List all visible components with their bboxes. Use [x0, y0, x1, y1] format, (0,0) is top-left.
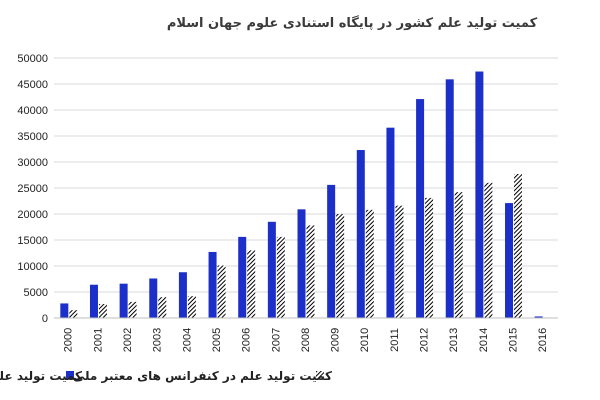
chart-title: کمیت تولید علم کشور در پایگاه استنادی عل… [167, 15, 538, 31]
y-tick-label: 40000 [17, 105, 48, 117]
x-tick-label: 2006 [241, 328, 253, 352]
bar-conferences [395, 205, 404, 318]
bar-journals [297, 209, 306, 318]
bar-journals [178, 272, 187, 318]
bar-conferences [128, 301, 137, 318]
bar-journals [475, 71, 484, 319]
legend: کمیت تولید علم در معتبرترین مجلات ملیکمی… [0, 369, 332, 384]
y-tick-label: 50000 [17, 53, 48, 65]
legend-label-journals: کمیت تولید علم در معتبرترین مجلات ملی [0, 369, 82, 384]
x-tick-label: 2001 [92, 328, 104, 352]
bar-conferences [187, 296, 196, 318]
y-tick-label: 30000 [17, 157, 48, 169]
legend-swatch-conferences [316, 371, 324, 379]
bar-journals [386, 127, 395, 319]
bar-journals [267, 221, 276, 318]
bar-conferences [336, 214, 345, 318]
x-tick-label: 2010 [359, 328, 371, 352]
y-tick-label: 15000 [17, 235, 48, 247]
x-tick-label: 2012 [418, 328, 430, 352]
bar-conferences [425, 197, 434, 318]
bar-conferences [484, 182, 493, 318]
x-tick-label: 2011 [389, 328, 401, 352]
bar-journals [356, 150, 365, 318]
x-tick-label: 2009 [330, 328, 342, 352]
bar-conferences [306, 225, 315, 318]
x-tick-label: 2008 [300, 328, 312, 352]
bar-conferences [98, 303, 107, 318]
x-tick-label: 2007 [270, 328, 282, 352]
bar-journals [445, 79, 454, 318]
bar-conferences [454, 192, 463, 318]
bar-journals [327, 184, 336, 318]
bar-journals [60, 303, 69, 318]
x-axis-tick-labels: 2000 2001 2002 2003 2004 2005 2006 2007 2008 2009… [63, 328, 549, 352]
y-tick-label: 25000 [17, 183, 48, 195]
x-tick-label: 2015 [507, 328, 519, 352]
bar-journals [416, 99, 425, 318]
y-tick-label: 20000 [17, 209, 48, 221]
bar-journals [149, 278, 158, 318]
legend-swatch-journals [66, 371, 74, 379]
gridlines [54, 57, 558, 293]
x-tick-label: 2000 [63, 328, 75, 352]
x-tick-label: 2014 [478, 328, 490, 352]
y-tick-label: 0 [42, 313, 48, 325]
legend-label-conferences: کمیت تولید علم در کنفرانس های معتبر ملی [73, 369, 332, 384]
y-axis-tick-labels: 0 5000 10000 15000 20000 25000 30000 35000 40000… [17, 53, 48, 325]
bar-conferences [158, 297, 167, 318]
bar-journals [505, 203, 514, 318]
bars [60, 71, 543, 319]
bar-conferences [217, 265, 226, 318]
bar-journals [89, 284, 98, 318]
bar-conferences [69, 310, 78, 318]
bar-journals [238, 236, 247, 318]
bar-journals [208, 251, 217, 318]
x-tick-label: 2005 [211, 328, 223, 352]
x-tick-label: 2013 [448, 328, 460, 352]
bar-conferences [247, 250, 256, 318]
y-tick-label: 10000 [17, 261, 48, 273]
x-tick-label: 2016 [537, 328, 549, 352]
bar-journals [534, 316, 543, 318]
y-tick-label: 45000 [17, 79, 48, 91]
y-tick-label: 35000 [17, 131, 48, 143]
bar-conferences [514, 173, 523, 318]
x-tick-label: 2004 [181, 328, 193, 352]
y-tick-label: 5000 [24, 287, 48, 299]
x-tick-label: 2003 [152, 328, 164, 352]
bar-conferences [276, 236, 285, 318]
x-tick-label: 2002 [122, 328, 134, 352]
bar-journals [119, 283, 128, 318]
bar-conferences [365, 209, 374, 318]
